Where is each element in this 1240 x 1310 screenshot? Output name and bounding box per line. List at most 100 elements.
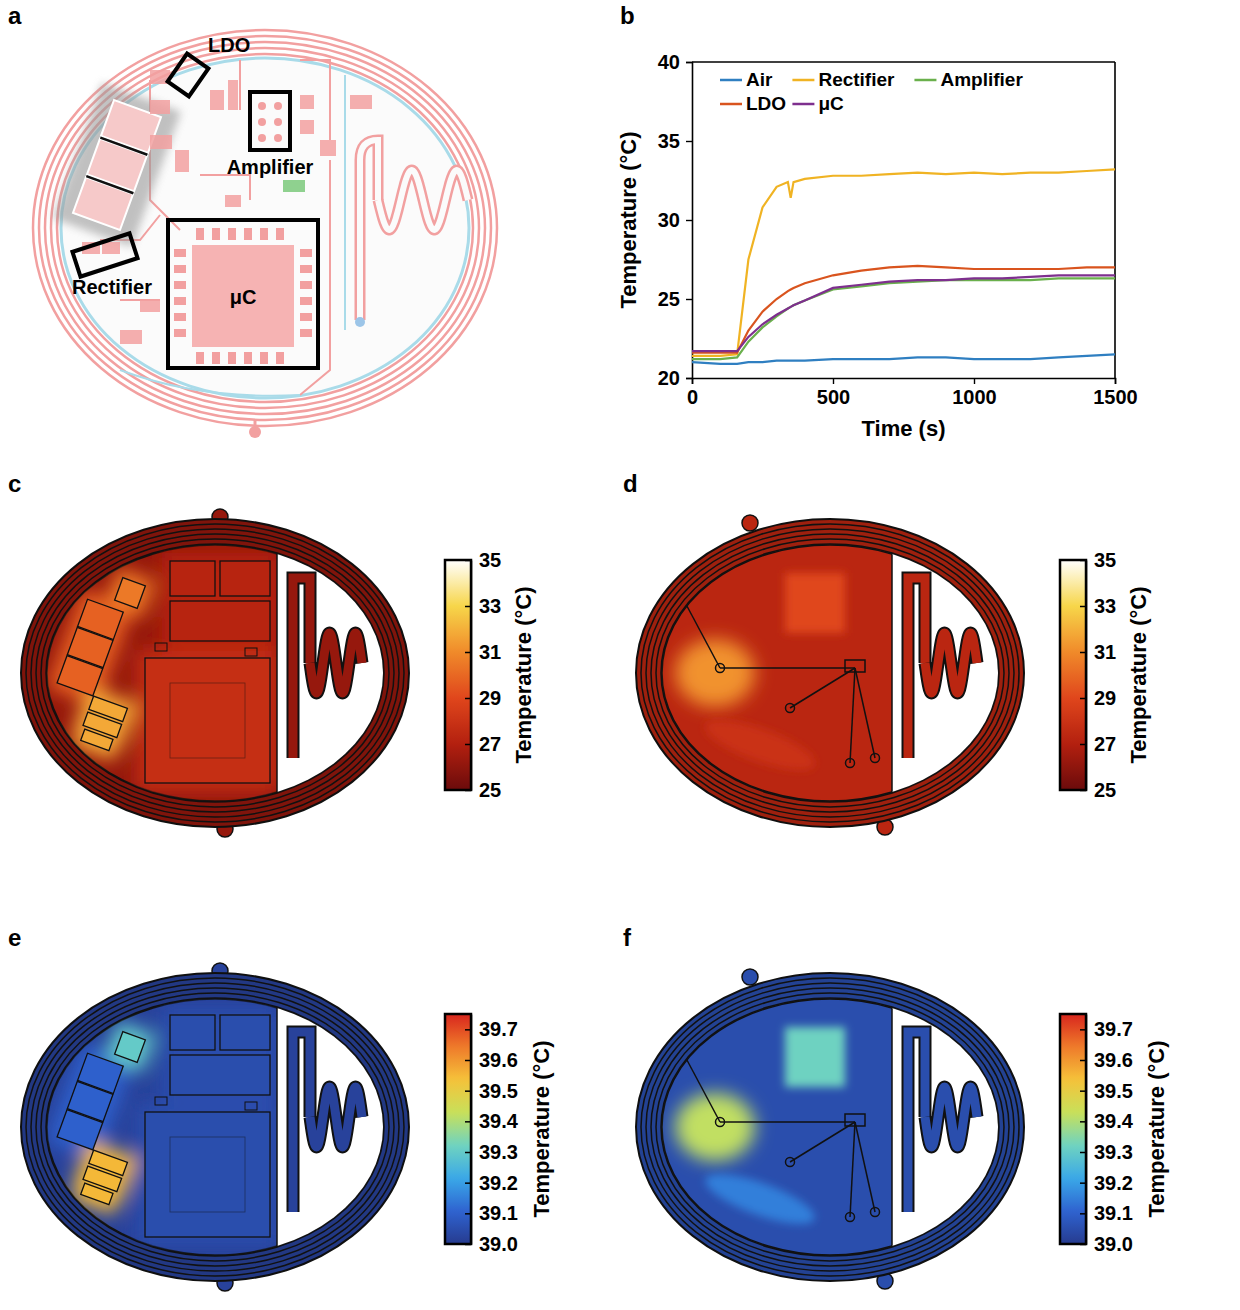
component-label: Rectifier [72,276,152,298]
tick-mark [1080,1152,1086,1154]
legend-label: Rectifier [818,69,895,90]
component-group [115,1032,146,1063]
heat-glow [115,1032,146,1063]
component-outline [155,1097,167,1105]
panel-letter: f [623,924,632,951]
tick-mark [465,790,471,792]
cutout-edge [891,987,893,1267]
axis-line [693,379,1116,385]
legend-swatch [720,103,742,106]
component-group [145,1112,270,1237]
tick-mark [686,220,692,221]
axis: 2025303540 [658,51,693,389]
cutout-edge [276,533,278,813]
pad [320,140,336,156]
heat-glow [145,1112,270,1237]
tick: 35 [1080,549,1116,571]
component-group [170,561,270,641]
trace [300,60,330,140]
mcu-pad [228,352,236,364]
led [283,180,305,192]
tick-mark [686,141,692,142]
component-group [78,696,128,752]
legend-item: Air [720,69,773,90]
coil-ring [651,534,1009,812]
panel-letter: e [8,924,21,951]
heat-glow [170,601,270,641]
serpentine [925,633,977,693]
tick-label: 29 [1094,687,1116,709]
tick: 500 [817,378,850,408]
coil-ring [656,993,1004,1261]
component [170,601,270,641]
legend-label: μC [818,93,844,114]
tick: 30 [658,209,692,231]
back-pad [845,1114,865,1126]
back-trace [850,1122,855,1217]
coil-ring [39,36,491,420]
tick-mark [465,606,471,608]
tick: 27 [1080,733,1116,755]
tick: 0 [687,378,698,408]
legend-item: Amplifier [914,69,1023,90]
hot-spot [675,639,755,707]
tick: 39.1 [1080,1202,1133,1224]
inductor-gap [100,138,147,155]
tick-mark [465,698,471,700]
tick: 25 [658,288,692,310]
back-via [786,1158,795,1167]
tick-label: 39.3 [479,1141,518,1163]
highlight-boxes [72,54,318,368]
tick-mark [465,1182,471,1184]
mcu-pad [212,352,220,364]
tick-mark [1080,1029,1086,1031]
colorbar-axis: 252729313335 [1080,549,1116,801]
serpentine-outer [378,170,468,230]
mcu-pad [196,228,204,240]
tick-label: 39.6 [479,1049,518,1071]
plate-content [675,987,1012,1267]
frame [1114,62,1116,378]
tick-mark [465,1152,471,1154]
panel-letter: b [620,2,635,29]
colorbar-fill [445,560,471,790]
tick-label: 27 [1094,733,1116,755]
tick-mark [1080,790,1086,792]
coil-ring [41,993,389,1261]
series-lines [692,169,1115,363]
thermal-map [21,509,409,837]
tick-mark [465,1244,471,1246]
tick-mark [1080,606,1086,608]
tick: 39.2 [465,1172,518,1194]
back-via [871,1208,880,1217]
tick-label: 40 [658,51,680,73]
coil-ring [641,524,1019,822]
coil-ring [33,30,497,426]
mcu-pad [174,329,186,337]
tick: 33 [465,595,501,617]
tick-mark [465,1213,471,1215]
component-group [170,1015,270,1095]
mcu-pad [212,228,220,240]
coil-ring [646,983,1014,1271]
tick-mark [465,652,471,654]
coil-ring [45,42,485,414]
mcu-pad [228,228,236,240]
hot-spot [675,1093,755,1161]
tick: 25 [1080,779,1116,801]
pad [210,90,224,110]
tick: 39.0 [465,1233,518,1255]
tick-label: 0 [687,386,698,408]
colorbar-axis: 39.039.139.239.339.439.539.639.7 [465,1015,519,1255]
tick-label: 31 [479,641,501,663]
serpentine-outline [925,633,977,693]
tick: 31 [465,641,501,663]
tick: 39.5 [465,1080,518,1102]
chip-core [170,683,245,758]
tick-mark [686,378,692,379]
pad [300,95,314,109]
coil-ring [36,534,394,812]
tick-label: 39.2 [1094,1172,1133,1194]
tick-label: 1500 [1093,386,1138,408]
tick: 39.4 [1080,1110,1134,1132]
